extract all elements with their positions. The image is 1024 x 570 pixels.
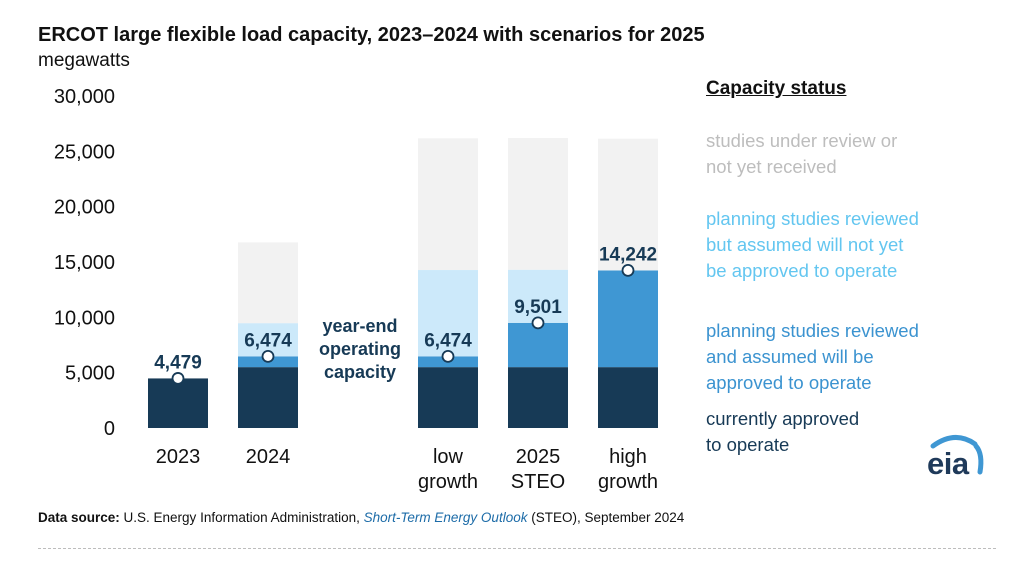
bar-segment [238, 242, 298, 324]
x-category-label-line: growth [598, 471, 658, 493]
legend-item-line: but assumed will not yet [706, 234, 904, 255]
bar-segment [418, 138, 478, 271]
source-text-before: U.S. Energy Information Administration, [119, 510, 364, 525]
annotation-line: year-end [322, 316, 397, 336]
x-category-label-line: 2024 [246, 446, 291, 468]
bar-segment [148, 378, 208, 428]
source-text-after: (STEO), September 2024 [527, 510, 685, 525]
y-tick-label: 25,000 [54, 141, 115, 163]
x-category-label: low growth [418, 446, 478, 493]
capacity-value-label: 9,501 [514, 297, 562, 318]
bar-segment [598, 367, 658, 428]
source-label: Data source: [38, 510, 120, 525]
bar-segment [598, 270, 658, 368]
eia-logo: eia [925, 432, 989, 490]
legend-item-studies-under-review: studies under review or not yet received [706, 128, 996, 180]
x-category-label: 2025 STEO [511, 446, 565, 493]
bar-segment [598, 138, 658, 271]
y-tick-label: 20,000 [54, 197, 115, 219]
capacity-value-label: 6,474 [244, 330, 292, 351]
x-category-label: high growth [598, 446, 658, 493]
x-category-label-line: high [609, 446, 647, 468]
steo-link[interactable]: Short-Term Energy Outlook [363, 510, 528, 525]
eia-logo-icon [930, 435, 984, 475]
legend-item-line: planning studies reviewed [706, 320, 919, 341]
legend-item-line: studies under review or [706, 130, 898, 151]
legend-item-line: not yet received [706, 156, 837, 177]
legend-title: Capacity status [706, 78, 847, 99]
data-source-note: Data source: U.S. Energy Information Adm… [38, 510, 684, 525]
legend-item-currently-approved: currently approved to operate [706, 406, 996, 458]
capacity-marker [171, 372, 185, 385]
bar-segment [508, 269, 568, 323]
x-category-label-line: growth [418, 471, 478, 493]
y-tick-label: 5,000 [65, 363, 115, 385]
legend-item-not-yet-approved: planning studies reviewed but assumed wil… [706, 206, 996, 284]
capacity-value-label: 4,479 [154, 352, 202, 373]
y-tick-label: 10,000 [54, 307, 115, 329]
footer-divider [38, 548, 996, 549]
legend-item-assumed-approved: planning studies reviewed and assumed wil… [706, 318, 996, 396]
units-label: megawatts [38, 50, 130, 71]
legend-item-line: and assumed will be [706, 346, 874, 367]
annotation-year-end-operating-capacity: year-end operating capacity [319, 316, 401, 382]
capacity-value-label: 6,474 [424, 330, 472, 351]
legend-item-line: currently approved [706, 408, 860, 429]
legend-item-line: approved to operate [706, 372, 872, 393]
bar-segment [508, 322, 568, 368]
x-category-label-line: 2025 [516, 446, 561, 468]
x-category-label: 2023 [156, 446, 201, 468]
legend-item-line: be approved to operate [706, 260, 898, 281]
x-category-label: 2024 [246, 446, 291, 468]
annotation-line: operating [319, 339, 401, 359]
bar-segment [508, 138, 568, 270]
bar-segment [418, 367, 478, 428]
bar-segment [418, 270, 478, 357]
y-tick-label: 0 [104, 418, 115, 440]
capacity-marker [441, 349, 455, 363]
chart-title: ERCOT large flexible load capacity, 2023… [38, 24, 705, 46]
x-category-label-line: STEO [511, 471, 565, 493]
legend-item-line: planning studies reviewed [706, 208, 919, 229]
bar-segment [238, 367, 298, 428]
x-category-label-line: 2023 [156, 446, 201, 468]
capacity-marker [621, 263, 635, 277]
capacity-marker [261, 349, 275, 363]
y-tick-label: 30,000 [54, 86, 115, 108]
y-tick-label: 15,000 [54, 252, 115, 274]
bar-segment [508, 367, 568, 428]
stacked-bar-chart: 0 5,000 10,000 15,000 20,000 25,000 30,000 4,47… [54, 86, 658, 493]
annotation-line: capacity [324, 362, 396, 382]
eia-logo-text: eia [927, 446, 969, 481]
legend-item-line: to operate [706, 434, 790, 455]
x-category-label-line: low [433, 446, 464, 468]
capacity-marker [531, 316, 545, 330]
capacity-value-label: 14,242 [599, 244, 657, 265]
